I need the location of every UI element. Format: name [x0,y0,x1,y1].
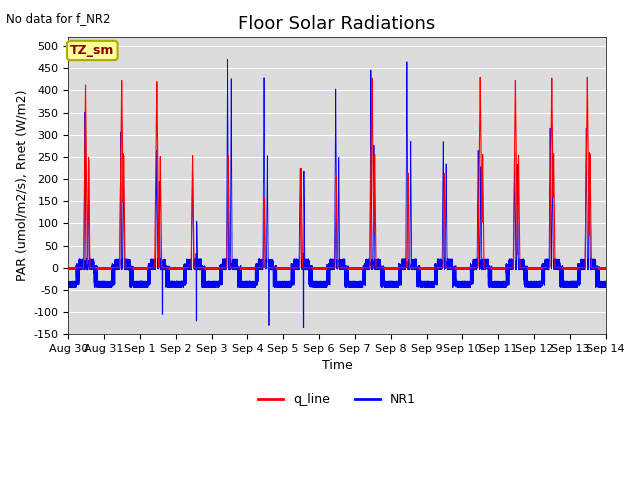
Line: q_line: q_line [68,77,605,269]
q_line [316,266,323,272]
NR1 [496,281,504,287]
NR1 [504,269,511,275]
NR1 [300,324,307,330]
q_line [93,265,100,271]
q_line [65,265,72,271]
X-axis label: Time: Time [322,360,353,372]
Text: No data for f_NR2: No data for f_NR2 [6,12,111,25]
NR1 [65,285,72,290]
NR1 [224,57,232,62]
NR1 [408,233,415,239]
q_line [476,74,484,80]
NR1 [602,281,609,287]
NR1 [93,284,100,289]
q_line [468,265,476,271]
q_line [408,265,415,271]
Title: Floor Solar Radiations: Floor Solar Radiations [238,15,436,33]
NR1 [468,275,476,280]
q_line [483,265,491,271]
q_line [496,266,504,272]
q_line [504,265,511,271]
Y-axis label: PAR (umol/m2/s), Rnet (W/m2): PAR (umol/m2/s), Rnet (W/m2) [15,90,28,281]
Legend: q_line, NR1: q_line, NR1 [253,388,421,411]
Text: TZ_sm: TZ_sm [70,44,115,57]
Line: NR1: NR1 [68,60,605,327]
q_line [602,266,609,272]
NR1 [483,261,491,267]
